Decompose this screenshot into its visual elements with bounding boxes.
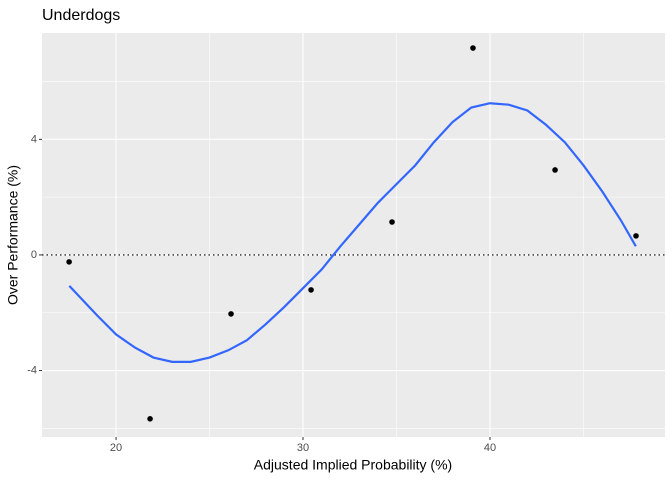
y-tick-label: 0 <box>31 249 37 261</box>
point <box>66 259 72 265</box>
panel <box>42 33 665 437</box>
point <box>308 287 314 293</box>
point <box>228 311 234 317</box>
x-axis-label: Adjusted Implied Probability (%) <box>254 457 452 473</box>
x-tick-label: 40 <box>484 442 496 454</box>
point <box>470 45 476 51</box>
x-tick-label: 30 <box>297 442 309 454</box>
point <box>633 233 639 239</box>
point <box>552 167 558 173</box>
y-tick-label: -4 <box>27 364 37 376</box>
chart-title: Underdogs <box>42 7 120 24</box>
point <box>147 415 153 422</box>
y-axis-label: Over Performance (%) <box>5 165 21 305</box>
y-tick-label: 4 <box>31 133 37 145</box>
x-tick-label: 20 <box>110 442 122 454</box>
point <box>389 219 395 225</box>
smooth-line <box>68 102 637 363</box>
